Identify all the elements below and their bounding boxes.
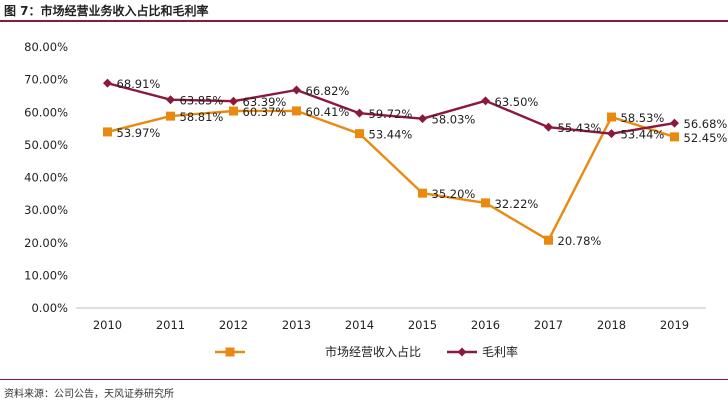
data-point-revenue-share: [292, 106, 301, 116]
y-tick-label: 30.00%: [24, 203, 68, 217]
legend-label-gross-margin: 毛利率: [482, 344, 518, 359]
data-point-gross-margin: [670, 118, 679, 128]
data-point-gross-margin: [292, 85, 301, 95]
data-label-revenue-share: 20.78%: [558, 234, 602, 248]
data-label-revenue-share: 35.20%: [432, 187, 476, 201]
x-tick-label: 2011: [156, 318, 185, 332]
data-label-revenue-share: 60.41%: [306, 105, 350, 119]
y-tick-label: 0.00%: [31, 301, 68, 315]
data-label-gross-margin: 63.85%: [180, 94, 224, 108]
data-point-revenue-share: [355, 129, 364, 139]
figure-title: 图 7：市场经营业务收入占比和毛利率: [4, 4, 209, 18]
x-tick-label: 2019: [660, 318, 689, 332]
legend-marker-gross-margin: [457, 347, 467, 357]
y-tick-label: 50.00%: [24, 138, 68, 152]
data-label-gross-margin: 55.43%: [558, 121, 602, 135]
data-label-revenue-share: 32.22%: [495, 197, 539, 211]
data-label-gross-margin: 53.44%: [621, 128, 665, 142]
data-point-revenue-share: [229, 106, 238, 116]
data-point-revenue-share: [670, 132, 679, 142]
y-tick-label: 70.00%: [24, 73, 68, 87]
data-label-revenue-share: 52.45%: [684, 131, 728, 145]
data-point-gross-margin: [544, 122, 553, 132]
data-label-revenue-share: 58.81%: [180, 110, 224, 124]
data-point-revenue-share: [418, 188, 427, 198]
x-tick-label: 2017: [534, 318, 563, 332]
data-label-revenue-share: 53.97%: [117, 126, 161, 140]
data-point-gross-margin: [103, 78, 112, 88]
top-rule: [0, 20, 728, 22]
bottom-rule: [0, 379, 728, 380]
data-label-gross-margin: 66.82%: [306, 84, 350, 98]
series-line-gross-margin: [107, 82, 675, 135]
y-tick-label: 60.00%: [24, 105, 68, 119]
data-label-gross-margin: 56.68%: [684, 117, 728, 131]
source-note: 资料来源：公司公告，天风证券研究所: [4, 389, 174, 400]
data-label-gross-margin: 63.39%: [243, 95, 287, 109]
x-tick-label: 2014: [345, 318, 374, 332]
data-point-gross-margin: [481, 96, 490, 106]
data-point-gross-margin: [166, 95, 175, 105]
legend-label-revenue-share: 市场经营收入占比: [325, 344, 421, 359]
data-point-revenue-share: [607, 112, 616, 122]
data-label-revenue-share: 53.44%: [369, 128, 413, 142]
x-tick-label: 2015: [408, 318, 437, 332]
y-tick-label: 20.00%: [24, 236, 68, 250]
data-point-revenue-share: [544, 235, 553, 245]
data-point-gross-margin: [229, 96, 238, 106]
y-tick-label: 40.00%: [24, 171, 68, 185]
data-point-revenue-share: [103, 127, 112, 137]
data-point-gross-margin: [607, 129, 616, 139]
y-tick-label: 80.00%: [24, 40, 68, 54]
line-chart: 0.00% 10.00% 20.00% 30.00% 40.00% 50.00% 60.00…: [24, 40, 728, 359]
x-tick-label: 2018: [597, 318, 626, 332]
data-label-gross-margin: 68.91%: [117, 77, 161, 91]
y-tick-label: 10.00%: [24, 268, 68, 282]
data-label-gross-margin: 59.72%: [369, 107, 413, 121]
x-tick-label: 2010: [93, 318, 122, 332]
data-point-revenue-share: [481, 198, 490, 208]
series-line-revenue-share: [107, 109, 675, 242]
data-point-revenue-share: [166, 111, 175, 121]
data-label-revenue-share: 60.37%: [243, 105, 287, 119]
x-tick-label: 2016: [471, 318, 500, 332]
data-point-gross-margin: [418, 114, 427, 124]
data-label-gross-margin: 63.50%: [495, 95, 539, 109]
legend-marker-revenue-share: [225, 347, 235, 357]
data-label-revenue-share: 58.53%: [621, 111, 665, 125]
x-tick-label: 2012: [219, 318, 248, 332]
data-label-gross-margin: 58.03%: [432, 113, 476, 127]
data-point-gross-margin: [355, 108, 364, 118]
x-tick-label: 2013: [282, 318, 311, 332]
